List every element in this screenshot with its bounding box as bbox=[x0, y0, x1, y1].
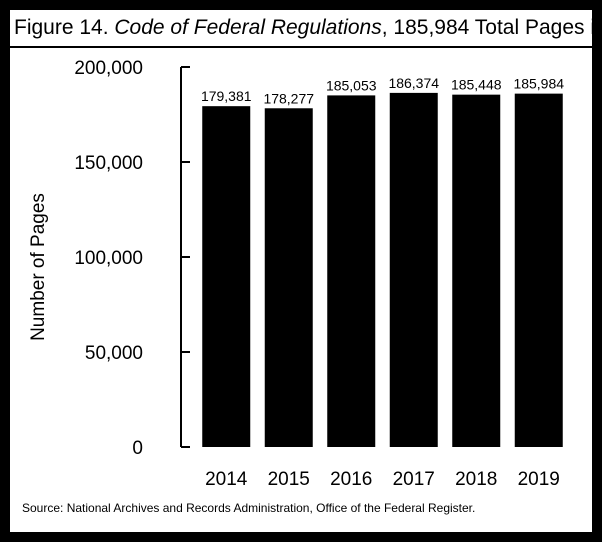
bar bbox=[202, 106, 251, 448]
figure-panel: Figure 14. Code of Federal Regulations, … bbox=[10, 10, 592, 532]
bar bbox=[389, 92, 438, 447]
x-tick-label: 2017 bbox=[393, 469, 435, 490]
data-label: 186,374 bbox=[388, 75, 439, 91]
y-axis-label: Number of Pages bbox=[28, 193, 49, 341]
x-tick-label: 2019 bbox=[518, 469, 560, 490]
x-tick-label: 2014 bbox=[205, 469, 248, 490]
source-note: Source: National Archives and Records Ad… bbox=[22, 501, 476, 515]
data-label: 179,381 bbox=[201, 88, 252, 104]
data-label: 185,448 bbox=[451, 77, 502, 93]
bar bbox=[514, 93, 563, 447]
y-tick-label: 200,000 bbox=[74, 58, 143, 79]
bar bbox=[452, 94, 501, 447]
y-tick-label: 50,000 bbox=[85, 343, 143, 364]
data-label: 185,984 bbox=[513, 76, 564, 92]
y-tick-label: 150,000 bbox=[74, 153, 143, 174]
title-prefix: Figure 14. bbox=[14, 16, 115, 39]
title-italic: Code of Federal Regulations bbox=[114, 16, 382, 39]
data-label: 178,277 bbox=[263, 90, 314, 106]
data-label: 185,053 bbox=[326, 77, 377, 93]
y-tick-label: 100,000 bbox=[74, 248, 143, 269]
bar bbox=[327, 95, 376, 448]
chart-title: Figure 14. Code of Federal Regulations, … bbox=[10, 10, 592, 48]
bar bbox=[264, 108, 313, 448]
title-suffix: , 185,984 Total Pages in 2019. bbox=[381, 16, 592, 39]
y-tick-label: 0 bbox=[132, 438, 143, 459]
x-tick-label: 2016 bbox=[330, 469, 372, 490]
x-tick-label: 2018 bbox=[455, 469, 497, 490]
bar-chart: 0 50,000 100,000 150,000 200,000 Number of Pa… bbox=[28, 58, 564, 490]
x-tick-label: 2015 bbox=[268, 469, 310, 490]
